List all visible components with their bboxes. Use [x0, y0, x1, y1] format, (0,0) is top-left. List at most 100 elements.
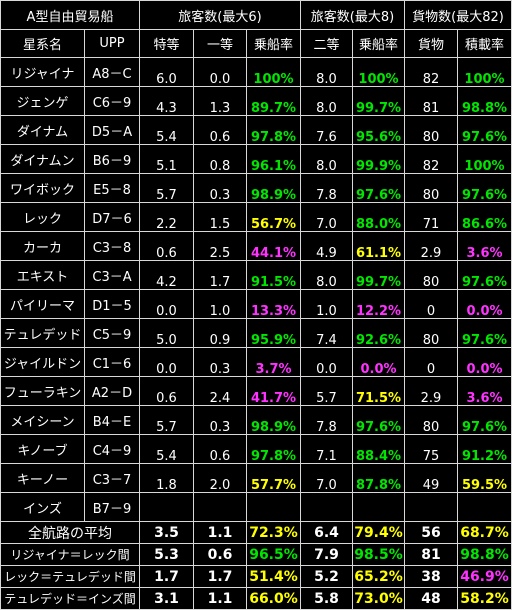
summary-label: リジャイナ＝レック間	[0, 544, 140, 566]
cell-c7: 91.2%	[458, 435, 512, 464]
cell-c1: 4.3	[140, 87, 194, 116]
system-name: レック	[0, 203, 85, 232]
table-row: エキスト C3－A 4.2 1.7 91.5% 8.0 99.7% 80 97.6%	[0, 261, 512, 290]
summary-cell-c6: 48	[405, 588, 458, 610]
cell-c2: 0.9	[194, 319, 247, 348]
cell-c1: 0.0	[140, 348, 194, 377]
cell-c2	[194, 493, 247, 522]
summary-cell-c4: 5.8	[301, 588, 353, 610]
cell-c1: 4.2	[140, 261, 194, 290]
summary-cell-c5: 65.2%	[353, 566, 405, 588]
cell-c1: 5.1	[140, 145, 194, 174]
cell-c7: 98.8%	[458, 87, 512, 116]
cell-value: 0.6	[209, 448, 231, 464]
cell-value: 7.8	[316, 187, 337, 203]
cell-c4	[301, 493, 353, 522]
cell-c2: 0.6	[194, 435, 247, 464]
cell-c4: 8.0	[301, 261, 353, 290]
summary-cell-c7: 58.2%	[458, 588, 512, 610]
cell-c5: 71.5%	[353, 377, 405, 406]
summary-cell-c6: 38	[405, 566, 458, 588]
cell-value: 99.9%	[355, 158, 402, 174]
cell-c2: 1.5	[194, 203, 247, 232]
summary-cell-c7: 98.8%	[458, 544, 512, 566]
cell-c1: 1.8	[140, 464, 194, 493]
cell-value: 98.9%	[250, 419, 297, 435]
cell-c7: 0.0%	[458, 290, 512, 319]
cell-value: 0.3	[209, 361, 231, 377]
cell-c1: 0.0	[140, 290, 194, 319]
system-name: ジェンゲ	[0, 87, 85, 116]
cell-value: 0.0	[156, 361, 177, 377]
cell-value: 6.0	[156, 71, 177, 87]
cell-c7: 97.6%	[458, 261, 512, 290]
cell-c5: 97.6%	[353, 174, 405, 203]
group-header-cargo: 貨物数(最大82)	[405, 0, 512, 30]
cell-value: 88.0%	[355, 216, 402, 232]
cell-value: 2.9	[420, 245, 442, 261]
cell-c6: 80	[405, 116, 458, 145]
cell-c2: 2.4	[194, 377, 247, 406]
cell-c3: 96.1%	[247, 145, 301, 174]
column-header-high: 特等	[140, 30, 194, 58]
cell-c4: 4.9	[301, 232, 353, 261]
cell-c4: 1.0	[301, 290, 353, 319]
system-upp: D5－A	[85, 116, 140, 145]
cell-value: 7.0	[316, 477, 337, 493]
cell-c6: 81	[405, 87, 458, 116]
cell-c3: 89.7%	[247, 87, 301, 116]
cell-value: 56.7%	[250, 216, 297, 232]
cell-c5: 97.6%	[353, 406, 405, 435]
cell-value: 0	[426, 303, 436, 319]
system-upp: B4－E	[85, 406, 140, 435]
cell-value: 5.7	[156, 187, 177, 203]
cell-c4: 8.0	[301, 145, 353, 174]
cell-value: 2.9	[420, 390, 442, 406]
cell-value: 81	[422, 100, 440, 116]
summary-cell-c6: 81	[405, 544, 458, 566]
cell-value: 80	[422, 419, 440, 435]
cell-c6: 49	[405, 464, 458, 493]
cell-c5: 95.6%	[353, 116, 405, 145]
cell-value: 97.6%	[461, 419, 508, 435]
system-name: ダイナム	[0, 116, 85, 145]
cell-value: 0.3	[209, 187, 231, 203]
cell-c7: 3.6%	[458, 232, 512, 261]
table-row: カーカ C3－8 0.6 2.5 44.1% 4.9 61.1% 2.9 3.6%	[0, 232, 512, 261]
cell-value: 97.6%	[355, 187, 402, 203]
cell-c2: 0.3	[194, 348, 247, 377]
cell-c3: 97.8%	[247, 435, 301, 464]
column-header-ratio1: 乗船率	[247, 30, 301, 58]
cell-c1: 5.7	[140, 406, 194, 435]
cell-value: 97.6%	[461, 129, 508, 145]
summary-cell-c5: 79.4%	[353, 522, 405, 544]
cell-c6: 0	[405, 348, 458, 377]
cell-c7: 59.5%	[458, 464, 512, 493]
cell-value: 100%	[358, 71, 399, 87]
cell-value: 71	[422, 216, 440, 232]
cell-value: 0.0%	[466, 303, 503, 319]
system-name: メイシーン	[0, 406, 85, 435]
cell-value: 61.1%	[355, 245, 402, 261]
summary-label: 全航路の平均	[0, 522, 140, 544]
column-header-load-ratio: 積載率	[458, 30, 512, 58]
cell-value: 4.9	[316, 245, 337, 261]
summary-cell-c2: 1.7	[194, 566, 247, 588]
cell-c1: 0.6	[140, 377, 194, 406]
cell-value: 5.1	[156, 158, 177, 174]
cell-c2: 1.7	[194, 261, 247, 290]
cell-value: 95.6%	[355, 129, 402, 145]
cell-c6: 82	[405, 145, 458, 174]
cell-c2: 0.6	[194, 116, 247, 145]
cell-c4: 0.0	[301, 348, 353, 377]
cell-c6: 80	[405, 261, 458, 290]
cell-c3: 57.7%	[247, 464, 301, 493]
cell-value: 3.7%	[255, 361, 292, 377]
summary-cell-c3: 96.5%	[247, 544, 301, 566]
summary-cell-c1: 3.5	[140, 522, 194, 544]
cell-c6: 80	[405, 406, 458, 435]
system-upp: C6－9	[85, 87, 140, 116]
column-header-cargo: 貨物	[405, 30, 458, 58]
cell-value: 98.9%	[250, 187, 297, 203]
summary-row: リジャイナ＝レック間 5.3 0.6 96.5% 7.9 98.5% 81 98.8%	[0, 544, 512, 566]
